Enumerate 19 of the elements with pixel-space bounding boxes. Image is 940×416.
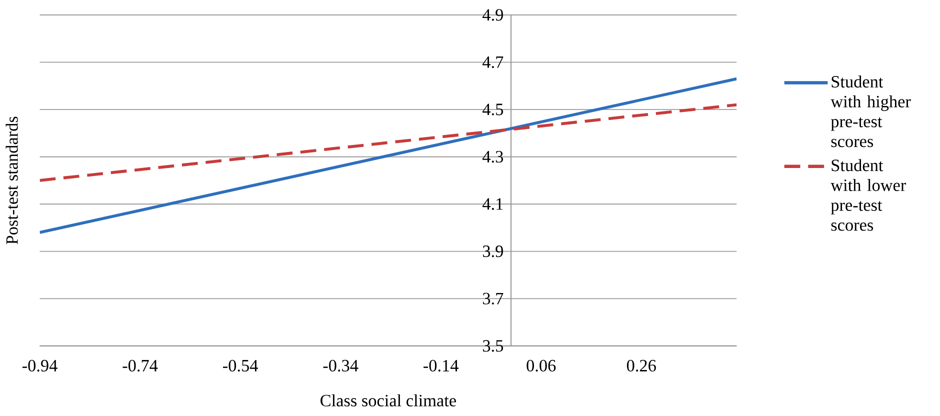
y-tick-label: 3.7 bbox=[483, 292, 504, 305]
y-tick-label: 4.5 bbox=[482, 104, 504, 116]
y-tick-label: 4.3 bbox=[482, 151, 504, 163]
y-tick-label: 4.1 bbox=[482, 198, 503, 210]
x-tick-label: 0.26 bbox=[626, 360, 656, 372]
x-tick-label: -0.54 bbox=[223, 360, 258, 372]
x-tick-label: -0.74 bbox=[122, 360, 158, 372]
x-tick-label: -0.34 bbox=[323, 360, 358, 372]
x-tick-label: -0.94 bbox=[22, 360, 58, 372]
y-tick-label: 3.5 bbox=[483, 340, 504, 352]
y-tick-label: 4.9 bbox=[482, 9, 503, 21]
y-tick-label: 4.7 bbox=[482, 56, 504, 68]
legend-label: Student with higher pre-test scores bbox=[830, 76, 911, 148]
x-axis-title: Class social climate bbox=[320, 394, 456, 407]
legend-label: Student with lower pre-test scores bbox=[830, 159, 906, 231]
x-tick-label: -0.14 bbox=[424, 360, 458, 372]
y-axis-title: Post-test standards bbox=[6, 116, 18, 244]
y-tick-label: 3.9 bbox=[483, 246, 503, 258]
x-tick-label: 0.06 bbox=[526, 360, 556, 372]
